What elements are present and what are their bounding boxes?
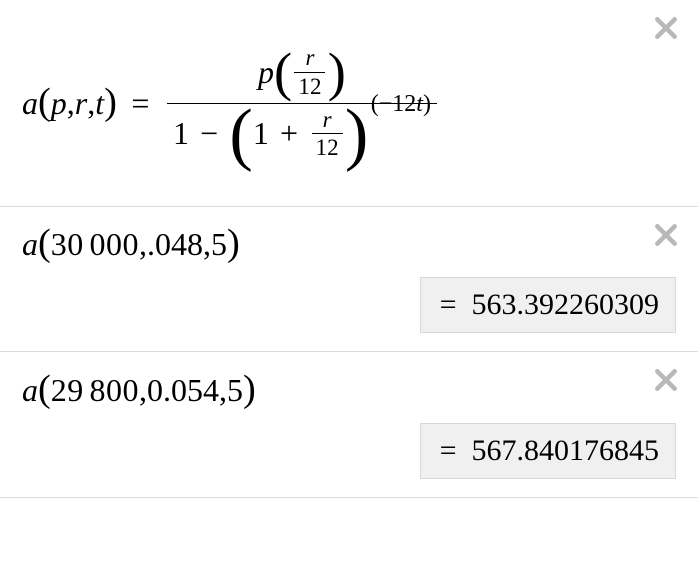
paren-close: ): [423, 91, 431, 117]
result-row: = 563.392260309: [22, 277, 676, 333]
paren-open: (: [38, 370, 51, 408]
inner-fraction: r 12: [312, 106, 343, 162]
literal-12: 12: [298, 73, 321, 101]
num-p: p: [258, 53, 274, 91]
expression-definition[interactable]: a ( p, r, t ) = p ( r 12 ) 1 − ( 1: [22, 18, 676, 188]
close-icon[interactable]: [652, 221, 680, 249]
t-var: t: [416, 91, 423, 117]
literal-12: 12: [316, 134, 339, 162]
fn-name: a: [22, 87, 38, 119]
comma: ,: [139, 374, 147, 406]
result-box[interactable]: = 563.392260309: [420, 277, 676, 333]
minus-sign: −: [200, 114, 218, 152]
paren-close: ): [227, 224, 240, 262]
expression-call[interactable]: a ( 30000, .048, 5 ): [22, 225, 676, 263]
arg-1: 29800: [51, 374, 139, 406]
literal-1: 1: [173, 114, 189, 152]
plus-sign: +: [280, 114, 298, 152]
result-box[interactable]: = 567.840176845: [420, 423, 676, 479]
arg-2: 0.054: [147, 374, 219, 406]
arg-3: 5: [211, 228, 227, 260]
minus-sign: −: [379, 91, 393, 117]
literal-1: 1: [253, 114, 269, 152]
arg-2: .048: [147, 228, 203, 260]
comma: ,: [67, 87, 75, 119]
arg-r: r: [75, 87, 87, 119]
close-icon[interactable]: [652, 366, 680, 394]
inner-fraction: r 12: [294, 44, 325, 100]
arg-1: 30000: [51, 228, 139, 260]
fraction-denominator: 1 − ( 1 + r 12 ) (−12t): [167, 104, 437, 164]
result-value: 563.392260309: [472, 288, 660, 322]
result-value: 567.840176845: [472, 434, 660, 468]
comma: ,: [219, 374, 227, 406]
arg-3: 5: [227, 374, 243, 406]
main-fraction: p ( r 12 ) 1 − ( 1 + r 12: [167, 42, 437, 164]
arg-p: p: [51, 87, 67, 119]
r-var: r: [305, 44, 314, 72]
close-icon[interactable]: [652, 14, 680, 42]
equals-sign: =: [131, 87, 149, 119]
fn-name: a: [22, 228, 38, 260]
comma: ,: [203, 228, 211, 260]
expression-entry-2: a ( 30000, .048, 5 ) = 563.392260309: [0, 207, 698, 352]
comma: ,: [139, 228, 147, 260]
literal-12: 12: [392, 91, 416, 117]
r-var: r: [323, 106, 332, 134]
fn-name: a: [22, 374, 38, 406]
paren-close: ): [243, 370, 256, 408]
result-row: = 567.840176845: [22, 423, 676, 479]
paren-open: (: [371, 91, 379, 117]
fraction-numerator: p ( r 12 ): [252, 42, 352, 102]
expression-entry-3: a ( 29800, 0.054, 5 ) = 567.840176845: [0, 352, 698, 497]
paren-open: (: [38, 83, 51, 121]
exponent: (−12t): [371, 90, 431, 119]
paren-close: ): [104, 83, 117, 121]
equals-sign: =: [440, 434, 457, 468]
comma: ,: [87, 87, 95, 119]
expression-entry-1: a ( p, r, t ) = p ( r 12 ) 1 − ( 1: [0, 0, 698, 207]
expression-call[interactable]: a ( 29800, 0.054, 5 ): [22, 370, 676, 408]
equals-sign: =: [440, 288, 457, 322]
paren-open: (: [38, 224, 51, 262]
arg-t: t: [95, 87, 104, 119]
